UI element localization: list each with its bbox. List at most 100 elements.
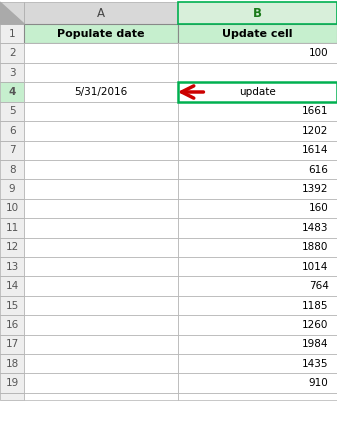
Bar [0,160,24,179]
Bar [0,238,24,257]
Text: 4: 4 [8,87,16,97]
Text: 13: 13 [5,262,19,272]
Bar [24,121,178,141]
Bar [178,199,337,218]
Bar [0,296,24,315]
Text: 5: 5 [9,106,16,116]
Text: 19: 19 [5,378,19,388]
Bar [24,24,178,43]
Text: 6: 6 [9,126,16,136]
Bar [0,354,24,373]
Bar [0,315,24,335]
Bar [178,257,337,276]
Text: 616: 616 [309,165,329,175]
Text: 1260: 1260 [302,320,329,330]
Bar [0,141,24,160]
Bar [24,63,178,82]
Bar [178,373,337,393]
Bar [0,276,24,296]
Bar [24,2,178,24]
Text: 910: 910 [309,378,329,388]
Bar [24,393,178,400]
Bar [178,24,337,43]
Bar [24,257,178,276]
Bar [178,121,337,141]
Text: 9: 9 [9,184,16,194]
Text: B: B [253,7,262,19]
Text: Populate date: Populate date [57,29,145,39]
Bar [178,296,337,315]
Text: 15: 15 [5,300,19,311]
Bar [0,393,24,400]
Bar [0,335,24,354]
Text: 14: 14 [5,281,19,291]
Bar [24,238,178,257]
Bar [24,102,178,121]
Text: 10: 10 [6,203,19,214]
Bar [24,296,178,315]
Text: 1984: 1984 [302,339,329,349]
Text: 7: 7 [9,145,16,155]
Bar [0,63,24,82]
Bar [178,354,337,373]
Text: 17: 17 [5,339,19,349]
Text: A: A [97,7,105,19]
Bar [24,276,178,296]
Bar [178,43,337,63]
Bar [0,2,24,24]
Text: 1014: 1014 [302,262,329,272]
Text: 1392: 1392 [302,184,329,194]
Text: Update cell: Update cell [222,29,293,39]
Text: update: update [239,87,276,97]
Text: 8: 8 [9,165,16,175]
Bar [24,160,178,179]
Bar [0,218,24,238]
Bar [24,82,178,102]
Text: 1483: 1483 [302,223,329,233]
Bar [0,121,24,141]
Bar [178,141,337,160]
Bar [178,2,337,24]
Bar [24,199,178,218]
Text: 16: 16 [5,320,19,330]
Bar [24,179,178,199]
Text: 1185: 1185 [302,300,329,311]
Bar [178,179,337,199]
Bar [178,276,337,296]
Text: 5/31/2016: 5/31/2016 [74,87,128,97]
Bar [178,315,337,335]
Bar [178,238,337,257]
Bar [0,24,24,43]
Text: 2: 2 [9,48,16,58]
Bar [0,102,24,121]
Bar [178,335,337,354]
Bar [178,393,337,400]
Bar [24,354,178,373]
Text: 1880: 1880 [302,242,329,252]
Text: 18: 18 [5,359,19,369]
Text: 100: 100 [309,48,329,58]
Bar [24,315,178,335]
Bar [0,43,24,63]
Bar [178,160,337,179]
Bar [24,43,178,63]
Bar [0,199,24,218]
Bar [0,373,24,393]
Bar [24,141,178,160]
Bar [178,82,337,102]
Text: 1661: 1661 [302,106,329,116]
Bar [0,82,24,102]
Text: 11: 11 [5,223,19,233]
Bar [24,373,178,393]
Bar [0,257,24,276]
Bar [24,335,178,354]
Polygon shape [0,2,24,24]
Text: 12: 12 [5,242,19,252]
Text: 1435: 1435 [302,359,329,369]
Bar [178,218,337,238]
Text: 1: 1 [9,29,16,39]
Text: 1202: 1202 [302,126,329,136]
Bar [24,218,178,238]
Bar [0,179,24,199]
Bar [178,63,337,82]
